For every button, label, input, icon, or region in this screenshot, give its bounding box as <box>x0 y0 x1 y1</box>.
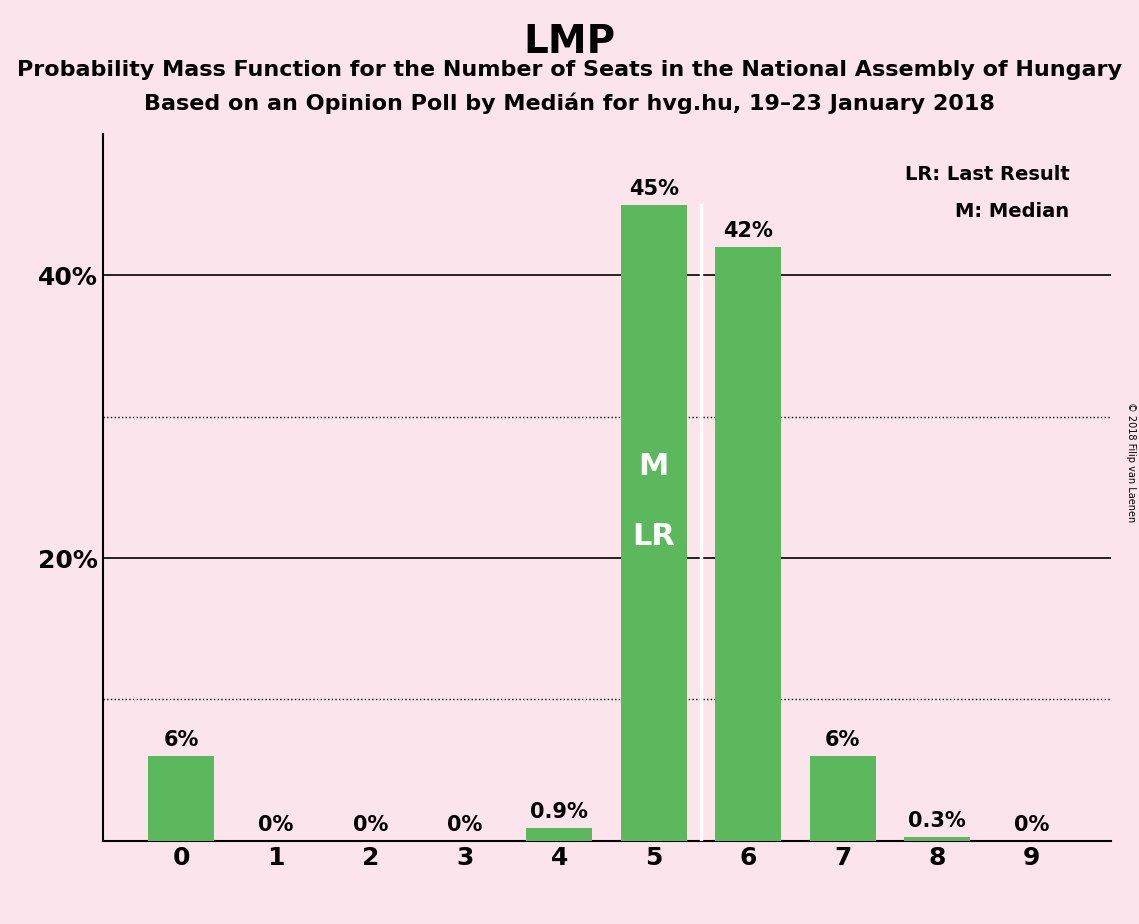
Text: 0%: 0% <box>1014 815 1049 835</box>
Text: 0.9%: 0.9% <box>531 802 588 822</box>
Bar <box>810 756 876 841</box>
Text: © 2018 Filip van Laenen: © 2018 Filip van Laenen <box>1126 402 1136 522</box>
Bar <box>526 828 592 841</box>
Bar <box>148 756 214 841</box>
Text: 0.3%: 0.3% <box>908 811 966 831</box>
Text: 45%: 45% <box>629 179 679 199</box>
Bar <box>621 205 687 841</box>
Text: 6%: 6% <box>825 730 860 750</box>
Text: 6%: 6% <box>164 730 199 750</box>
Text: M: Median: M: Median <box>956 201 1070 221</box>
Text: 0%: 0% <box>448 815 483 835</box>
Text: LR: LR <box>632 522 675 552</box>
Text: 0%: 0% <box>259 815 294 835</box>
Text: M: M <box>639 452 669 480</box>
Bar <box>715 247 781 841</box>
Text: Based on an Opinion Poll by Medián for hvg.hu, 19–23 January 2018: Based on an Opinion Poll by Medián for h… <box>144 92 995 114</box>
Text: Probability Mass Function for the Number of Seats in the National Assembly of Hu: Probability Mass Function for the Number… <box>17 60 1122 80</box>
Text: LMP: LMP <box>524 23 615 61</box>
Text: LR: Last Result: LR: Last Result <box>904 165 1070 184</box>
Text: 42%: 42% <box>723 222 773 241</box>
Bar <box>904 836 970 841</box>
Text: 0%: 0% <box>353 815 388 835</box>
